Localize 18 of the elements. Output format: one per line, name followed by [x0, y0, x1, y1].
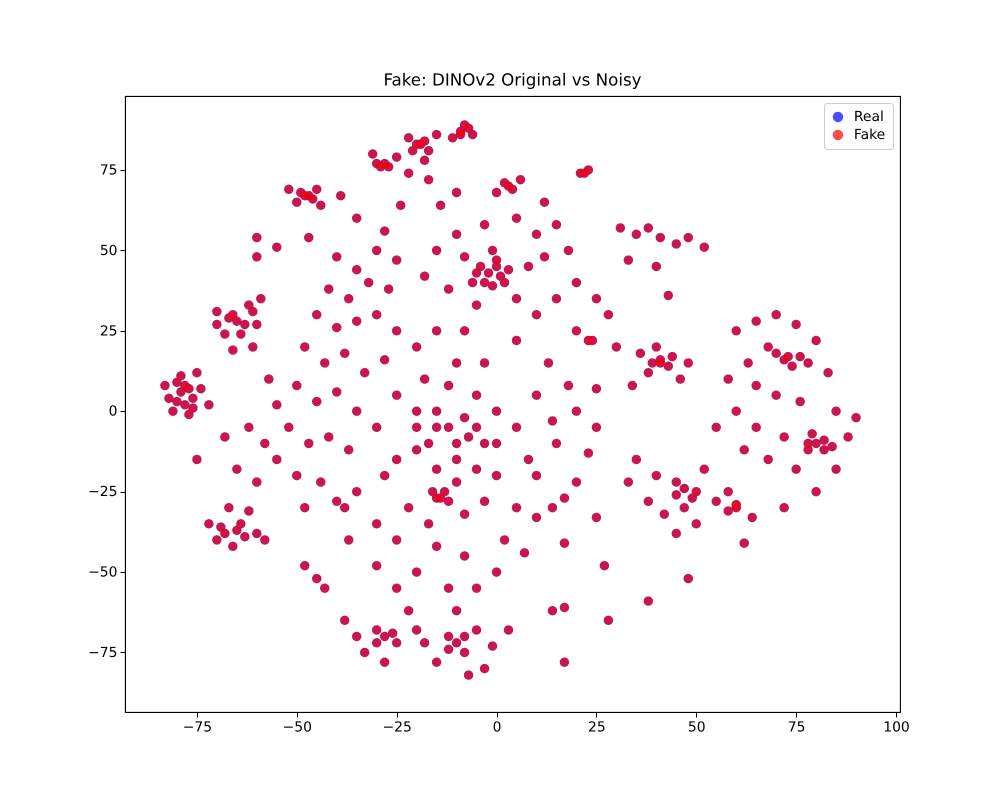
x-tick-label: 100: [883, 720, 910, 736]
y-tick-label: 25: [100, 323, 118, 340]
y-tick-label: −75: [88, 644, 118, 661]
x-tick-label: −75: [182, 720, 212, 736]
y-tick-label: −25: [88, 484, 118, 500]
x-tick-label: 75: [788, 720, 806, 736]
y-tick-label: 75: [100, 162, 118, 178]
y-tick-label: −50: [88, 564, 118, 581]
x-tick-label: −25: [382, 720, 412, 736]
legend-label: Real: [854, 108, 884, 125]
legend-label: Fake: [854, 126, 886, 143]
x-tick-label: 25: [588, 720, 606, 736]
x-tick-label: 0: [492, 720, 502, 736]
chart-title: Fake: DINOv2 Original vs Noisy: [383, 69, 642, 90]
y-tick-label: 50: [100, 242, 118, 259]
x-tick-label: 50: [688, 720, 706, 736]
x-tick-label: −50: [282, 720, 312, 736]
y-tick-label: 0: [108, 404, 118, 420]
